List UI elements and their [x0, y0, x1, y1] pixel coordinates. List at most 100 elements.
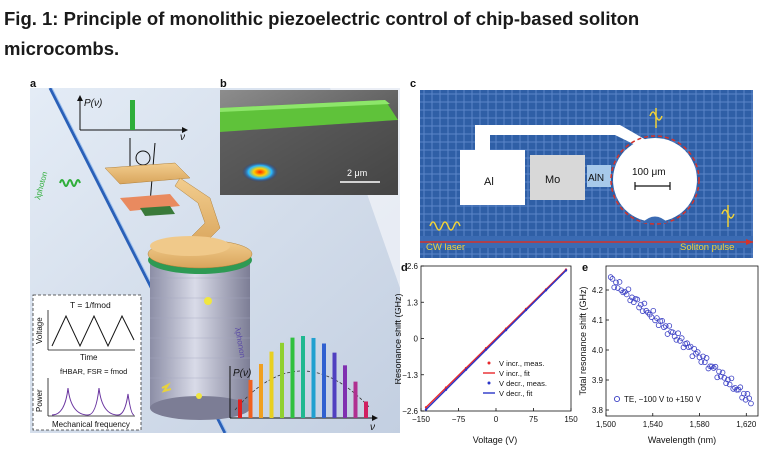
d-fit-line: [425, 269, 567, 411]
d-legend-label: V decr., fit: [499, 389, 533, 398]
figure-title: Fig. 1: Principle of monolithic piezoele…: [4, 8, 640, 59]
e-point: [638, 301, 644, 308]
e-point: [696, 354, 703, 361]
e-point: [741, 390, 747, 397]
label-cw-laser: CW laser: [426, 242, 465, 253]
modulation-inset: T = 1/fmod Voltage Time fHBAR, FSR = fmo…: [32, 294, 142, 431]
e-xlabel: Wavelength (nm): [648, 435, 716, 445]
e-point: [654, 315, 660, 321]
e-point: [673, 337, 680, 343]
comb-line: [259, 363, 263, 418]
e-point: [639, 308, 646, 314]
e-xtick-label: 1,540: [643, 420, 664, 429]
e-ylabel: Total resonance shift (GHz): [578, 286, 588, 395]
e-point: [703, 355, 710, 361]
comb-line: [248, 379, 253, 418]
d-legend-swatch: [487, 381, 491, 385]
e-point: [714, 374, 721, 381]
e-point: [629, 294, 635, 301]
d-ylabel: Resonance shift (GHz): [395, 293, 403, 384]
e-point: [616, 279, 623, 285]
e-point: [675, 330, 681, 337]
inset-power: Power: [35, 389, 44, 412]
e-point: [636, 304, 642, 311]
d-legend-swatch: [487, 361, 491, 365]
e-legend-swatch: [613, 395, 621, 403]
comb-plot-xlabel: ν: [370, 422, 375, 433]
label-aln: AlN: [588, 173, 604, 184]
e-point: [694, 349, 701, 355]
e-point: [625, 286, 632, 293]
comb-line: [290, 337, 295, 418]
panel-d-chart: 2.6 1.3 0 −1.3 −2.6 −150 −75 0 75 150 V incr., m…: [395, 262, 578, 445]
e-point: [659, 318, 665, 324]
e-legend-label: TE, −100 V to +150 V: [624, 395, 702, 404]
e-point: [691, 345, 697, 352]
panel-c-micrograph: Al Mo AlN 100 μm CW laser Soliton pulse: [420, 90, 753, 258]
panel-label-a: a: [30, 78, 37, 90]
e-point: [709, 363, 715, 370]
panel-b-scalebar: 2 μm: [347, 168, 367, 178]
panel-label-e: e: [582, 262, 589, 274]
panel-label-b: b: [220, 78, 227, 90]
e-point: [666, 323, 673, 329]
e-xtick-label: 1,500: [596, 420, 617, 429]
comb-line: [353, 381, 358, 418]
panel-b-sem-image: 2 μm: [220, 90, 398, 195]
d-legend-label: V decr., meas.: [499, 379, 547, 388]
e-xtick-label: 1,580: [690, 420, 711, 429]
e-point: [742, 396, 749, 403]
d-xtick-label: −150: [412, 415, 431, 424]
label-mo: Mo: [545, 174, 560, 186]
comb-line: [343, 365, 347, 418]
comb-line: [238, 399, 242, 418]
d-ytick-label: 0: [414, 335, 419, 344]
comb-line: [332, 352, 337, 418]
d-ytick-label: −2.6: [402, 407, 418, 416]
e-point: [643, 307, 649, 314]
e-point: [650, 307, 657, 314]
e-xtick-label: 1,620: [736, 420, 757, 429]
e-point: [748, 400, 754, 407]
e-point: [611, 284, 618, 291]
comb-spectrum-plot: P(ν) ν: [229, 336, 378, 433]
inset-mech: Mechanical frequency: [52, 420, 130, 429]
e-point: [648, 314, 655, 320]
inset-time: Time: [80, 353, 98, 362]
e-point: [609, 276, 616, 282]
e-ytick-label: 4.1: [592, 316, 604, 325]
e-point: [693, 350, 699, 357]
label-al: Al: [484, 176, 494, 188]
d-ytick-label: 1.3: [407, 298, 419, 307]
top-plot-xlabel: ν: [180, 132, 185, 143]
e-point: [662, 323, 669, 329]
e-point: [680, 344, 687, 351]
comb-line: [364, 401, 368, 418]
e-point: [698, 359, 705, 365]
e-point: [677, 338, 683, 344]
d-xlabel: Voltage (V): [473, 435, 518, 445]
panel-e-chart: 4.2 4.1 4.0 3.9 3.8 1,500 1,540 1,580 1,620 TE,…: [578, 265, 759, 445]
e-point: [746, 395, 753, 402]
d-legend-label: V incr., meas.: [499, 359, 544, 368]
e-point: [607, 274, 614, 280]
inset-voltage: Voltage: [35, 317, 44, 344]
e-ytick-label: 3.9: [592, 376, 604, 385]
top-plot-ylabel: P(ν): [84, 98, 102, 109]
e-point: [712, 363, 719, 370]
e-point: [721, 375, 728, 381]
top-spectrum-plot: P(ν) ν: [77, 95, 188, 143]
e-ytick-label: 3.8: [592, 406, 604, 415]
e-point: [726, 381, 733, 388]
e-point: [641, 300, 648, 307]
e-ytick-label: 4.2: [592, 286, 604, 295]
panel-label-d: d: [401, 262, 408, 274]
e-point: [737, 384, 744, 391]
e-point: [623, 291, 630, 298]
e-point: [725, 376, 731, 383]
inset-period: T = 1/fmod: [70, 300, 111, 310]
panel-c-scalebar: 100 μm: [632, 167, 666, 178]
e-point: [700, 353, 706, 360]
comb-line: [322, 343, 326, 418]
e-point: [634, 296, 641, 303]
